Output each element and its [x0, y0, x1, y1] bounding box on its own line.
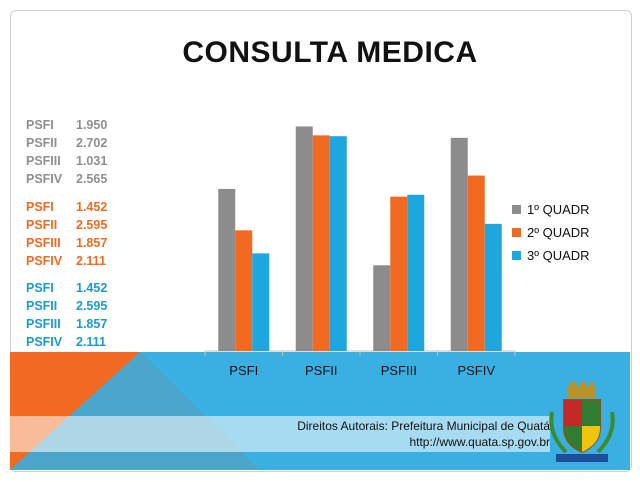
stats-row: PSFIV 2.111	[26, 333, 136, 351]
bar-psfiv-series-1	[450, 137, 468, 351]
legend-item: 3º QUADR	[512, 244, 590, 267]
legend-swatch	[512, 228, 521, 237]
bar-psfi-series-3	[252, 253, 270, 351]
stats-label: PSFIV	[26, 254, 63, 268]
bar-psfiii-series-1	[373, 265, 391, 351]
x-tick-label: PSFII	[305, 363, 338, 378]
municipal-crest-icon	[549, 382, 615, 462]
stats-value: 1.452	[76, 281, 108, 295]
stats-group-quadr-3: PSFI 1.452 PSFII 2.595 PSFIII 1.857 PSFIV 2.…	[26, 279, 136, 351]
stats-value: 1.950	[76, 118, 108, 132]
bar-psfii-series-3	[329, 136, 347, 351]
chart-legend: 1º QUADR 2º QUADR 3º QUADR	[512, 198, 590, 267]
credits-line-1: Direitos Autorais: Prefeitura Municipal …	[297, 419, 550, 433]
credits-line-2: http://www.quata.sp.gov.br	[409, 435, 550, 449]
stats-label: PSFIII	[26, 317, 61, 331]
stats-label: PSFI	[26, 118, 54, 132]
stats-label: PSFIII	[26, 236, 61, 250]
legend-item: 1º QUADR	[512, 198, 590, 221]
stats-row: PSFI 1.950	[26, 116, 136, 134]
stats-value: 2.595	[76, 218, 108, 232]
stats-row: PSFII 2.702	[26, 134, 136, 152]
bar-psfiv-series-3	[484, 223, 502, 351]
x-tick-label: PSFI	[229, 363, 258, 378]
stats-row: PSFIII 1.031	[26, 152, 136, 170]
bar-psfiii-series-3	[407, 194, 425, 351]
stats-row: PSFI 1.452	[26, 279, 136, 297]
stats-row: PSFI 1.452	[26, 198, 136, 216]
legend-label: 1º QUADR	[527, 202, 590, 217]
stats-value: 2.565	[76, 172, 108, 186]
stats-group-quadr-1: PSFI 1.950 PSFII 2.702 PSFIII 1.031 PSFIV 2.…	[26, 116, 136, 188]
stats-row: PSFIII 1.857	[26, 234, 136, 252]
stats-row: PSFIII 1.857	[26, 315, 136, 333]
stats-value: 1.031	[76, 154, 108, 168]
bar-chart: PSFI PSFII PSFIII PSFIV	[204, 126, 516, 378]
bar-psfii-series-1	[295, 126, 313, 351]
credits: Direitos Autorais: Prefeitura Municipal …	[170, 418, 550, 450]
stats-row: PSFIV 2.111	[26, 252, 136, 270]
bar-psfi-series-1	[218, 188, 236, 351]
stats-label: PSFIV	[26, 335, 63, 349]
legend-swatch	[512, 205, 521, 214]
stats-label: PSFI	[26, 200, 54, 214]
slide-title: CONSULTA MEDICA	[182, 36, 478, 69]
x-tick-label: PSFIII	[381, 363, 417, 378]
stats-group-quadr-2: PSFI 1.452 PSFII 2.595 PSFIII 1.857 PSFIV 2.…	[26, 198, 136, 270]
stats-value: 2.111	[76, 335, 106, 349]
bar-psfiv-series-2	[467, 175, 485, 351]
bar-psfiii-series-2	[390, 196, 408, 351]
legend-item: 2º QUADR	[512, 221, 590, 244]
stats-row: PSFII 2.595	[26, 216, 136, 234]
legend-label: 2º QUADR	[527, 225, 590, 240]
stats-row: PSFII 2.595	[26, 297, 136, 315]
stats-value: 1.857	[76, 317, 108, 331]
stats-label: PSFI	[26, 281, 54, 295]
stats-value: 2.702	[76, 136, 108, 150]
bar-psfii-series-2	[312, 135, 330, 351]
stats-label: PSFII	[26, 136, 58, 150]
legend-swatch	[512, 251, 521, 260]
stats-value: 1.452	[76, 200, 108, 214]
stats-label: PSFII	[26, 299, 58, 313]
stats-label: PSFIV	[26, 172, 63, 186]
stats-row: PSFIV 2.565	[26, 170, 136, 188]
stats-label: PSFIII	[26, 154, 61, 168]
stats-value: 2.595	[76, 299, 108, 313]
stats-label: PSFII	[26, 218, 58, 232]
stats-value: 2.111	[76, 254, 106, 268]
legend-label: 3º QUADR	[527, 248, 590, 263]
x-tick-label: PSFIV	[457, 363, 495, 378]
credits-backdrop	[10, 416, 550, 452]
bar-psfi-series-2	[235, 230, 253, 351]
stats-value: 1.857	[76, 236, 108, 250]
